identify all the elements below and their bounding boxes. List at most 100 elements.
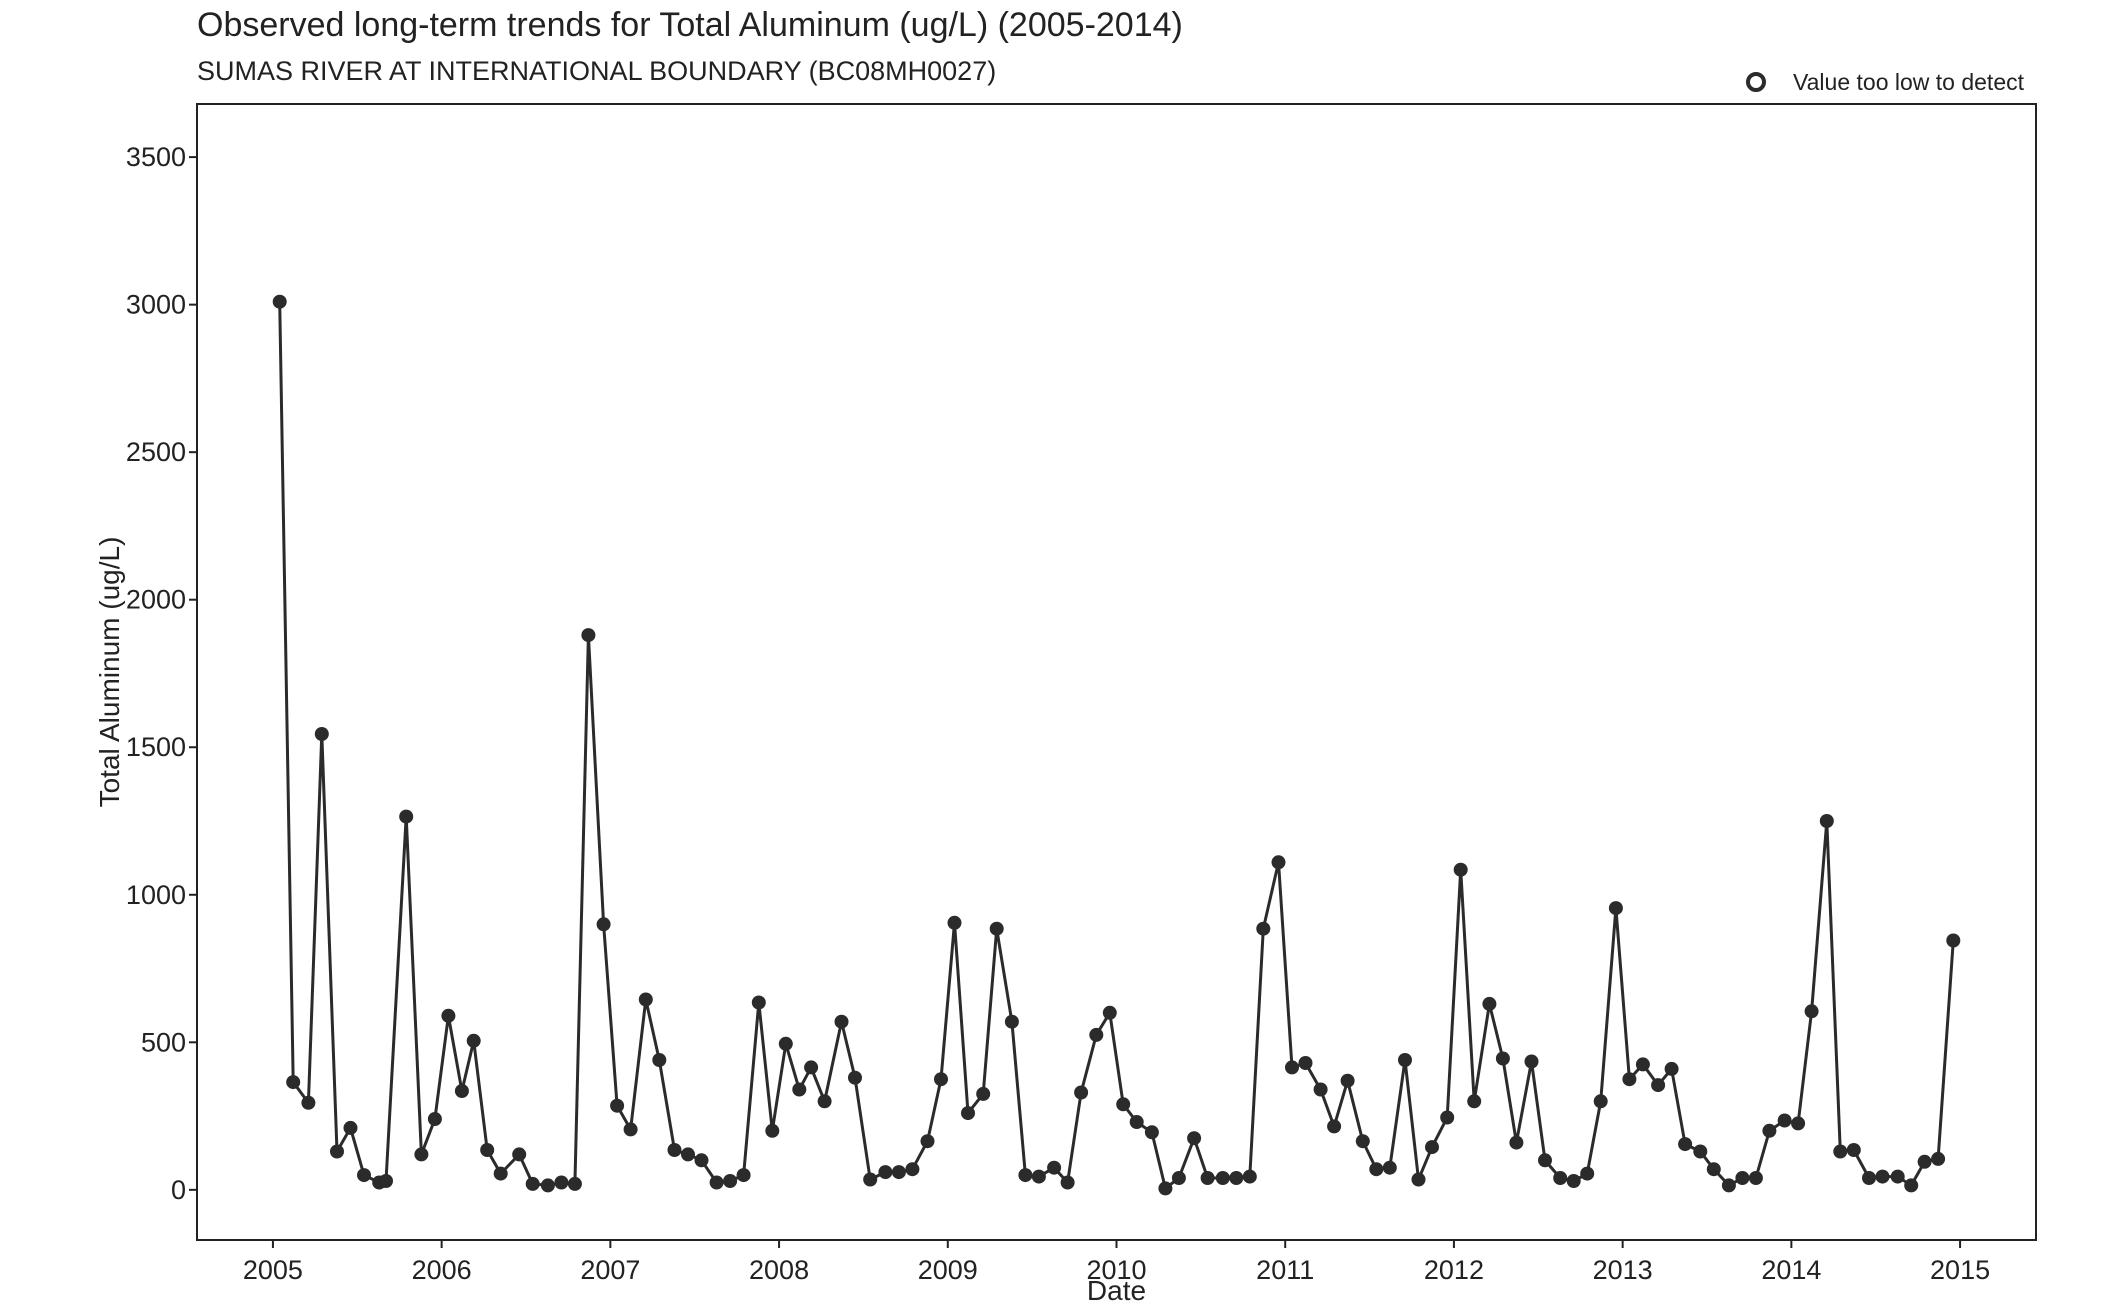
legend: Value too low to detect — [1746, 69, 2025, 95]
data-point — [1229, 1171, 1244, 1185]
data-point — [1018, 1168, 1033, 1183]
data-point — [525, 1176, 540, 1191]
data-point — [1762, 1123, 1777, 1138]
data-point — [709, 1175, 724, 1190]
data-point — [343, 1120, 358, 1135]
y-tick-label: 500 — [141, 1027, 186, 1057]
data-point — [1158, 1181, 1173, 1196]
data-point — [947, 915, 962, 930]
data-point — [1735, 1171, 1750, 1185]
data-point — [1060, 1175, 1075, 1190]
data-point — [1242, 1169, 1257, 1184]
data-point — [1129, 1115, 1144, 1129]
data-point — [1862, 1171, 1876, 1185]
data-point — [1524, 1054, 1539, 1069]
data-point — [1904, 1178, 1919, 1193]
data-point — [610, 1098, 625, 1113]
data-point — [454, 1084, 469, 1098]
data-point — [1566, 1174, 1581, 1188]
data-point — [834, 1014, 849, 1029]
data-point — [1467, 1094, 1482, 1109]
data-point — [1846, 1143, 1861, 1157]
data-point — [1031, 1169, 1046, 1184]
data-point — [379, 1174, 393, 1188]
data-point — [652, 1053, 667, 1067]
data-point — [1453, 862, 1468, 877]
data-point — [1215, 1171, 1230, 1185]
data-point — [723, 1174, 738, 1188]
data-point — [554, 1175, 569, 1190]
data-point — [1271, 855, 1286, 870]
data-points — [272, 294, 1961, 1196]
x-tick-label: 2015 — [1930, 1255, 1990, 1285]
data-point — [1593, 1094, 1608, 1109]
x-tick-label: 2011 — [1256, 1255, 1314, 1285]
data-point — [1748, 1171, 1763, 1185]
legend-label: Value too low to detect — [1793, 69, 2025, 95]
x-tick-label: 2013 — [1593, 1255, 1653, 1285]
data-point — [1285, 1060, 1299, 1075]
data-point — [466, 1033, 481, 1048]
x-tick-label: 2010 — [1086, 1255, 1146, 1285]
y-tick-label: 1500 — [126, 732, 186, 762]
data-point — [681, 1147, 695, 1162]
data-point — [567, 1176, 582, 1191]
data-point — [1340, 1073, 1355, 1088]
x-tick-label: 2012 — [1424, 1255, 1484, 1285]
plot-frame — [196, 103, 2037, 1241]
data-point — [1706, 1162, 1721, 1177]
x-tick-label: 2007 — [580, 1255, 640, 1285]
x-tick-label: 2005 — [243, 1255, 303, 1285]
y-axis: 0 500 1000 1500 2000 2500 3000 3500 — [126, 142, 197, 1205]
data-point — [694, 1153, 709, 1168]
data-point — [1946, 933, 1961, 948]
data-point — [1678, 1137, 1693, 1152]
data-point — [1440, 1110, 1455, 1125]
data-point — [1580, 1166, 1595, 1181]
data-point — [1327, 1119, 1342, 1134]
data-point — [1355, 1134, 1370, 1149]
data-point — [414, 1147, 429, 1162]
data-point — [1116, 1097, 1131, 1112]
data-point — [891, 1165, 906, 1180]
data-point — [989, 921, 1004, 936]
data-point — [961, 1106, 975, 1121]
data-point — [1411, 1172, 1426, 1187]
data-point — [1777, 1113, 1792, 1128]
data-point — [399, 809, 414, 824]
data-point — [1482, 996, 1497, 1011]
data-point — [1622, 1072, 1637, 1087]
data-point — [1382, 1160, 1397, 1175]
data-point — [1819, 814, 1834, 828]
data-point — [1200, 1171, 1215, 1185]
data-point — [765, 1123, 780, 1138]
data-point — [905, 1162, 920, 1177]
data-point — [638, 992, 653, 1007]
data-point — [427, 1112, 442, 1126]
data-point — [1369, 1162, 1384, 1177]
data-point — [1089, 1027, 1104, 1042]
data-point — [1171, 1171, 1186, 1185]
chart-subtitle: SUMAS RIVER AT INTERNATIONAL BOUNDARY (B… — [197, 56, 997, 86]
data-point — [1187, 1131, 1202, 1146]
x-axis-title: Date — [1087, 1275, 1146, 1306]
data-point — [581, 628, 596, 643]
data-point — [792, 1082, 807, 1097]
data-point — [848, 1070, 862, 1085]
data-point — [1804, 1004, 1819, 1019]
data-point — [736, 1168, 751, 1183]
data-point — [301, 1095, 316, 1110]
data-point — [1917, 1154, 1932, 1169]
data-point — [751, 995, 766, 1010]
x-tick-label: 2009 — [918, 1255, 978, 1285]
data-point — [878, 1165, 893, 1180]
data-point — [1651, 1078, 1666, 1093]
data-point — [1313, 1082, 1328, 1097]
data-point — [1538, 1153, 1552, 1168]
data-point — [1664, 1061, 1679, 1076]
data-point — [1791, 1116, 1806, 1131]
data-point — [1256, 921, 1271, 936]
data-point — [1495, 1051, 1510, 1066]
data-point — [1298, 1056, 1313, 1070]
y-tick-label: 1000 — [126, 880, 186, 910]
